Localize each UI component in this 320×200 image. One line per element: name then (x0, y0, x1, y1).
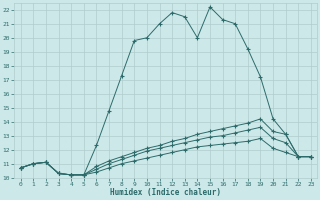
X-axis label: Humidex (Indice chaleur): Humidex (Indice chaleur) (110, 188, 221, 197)
